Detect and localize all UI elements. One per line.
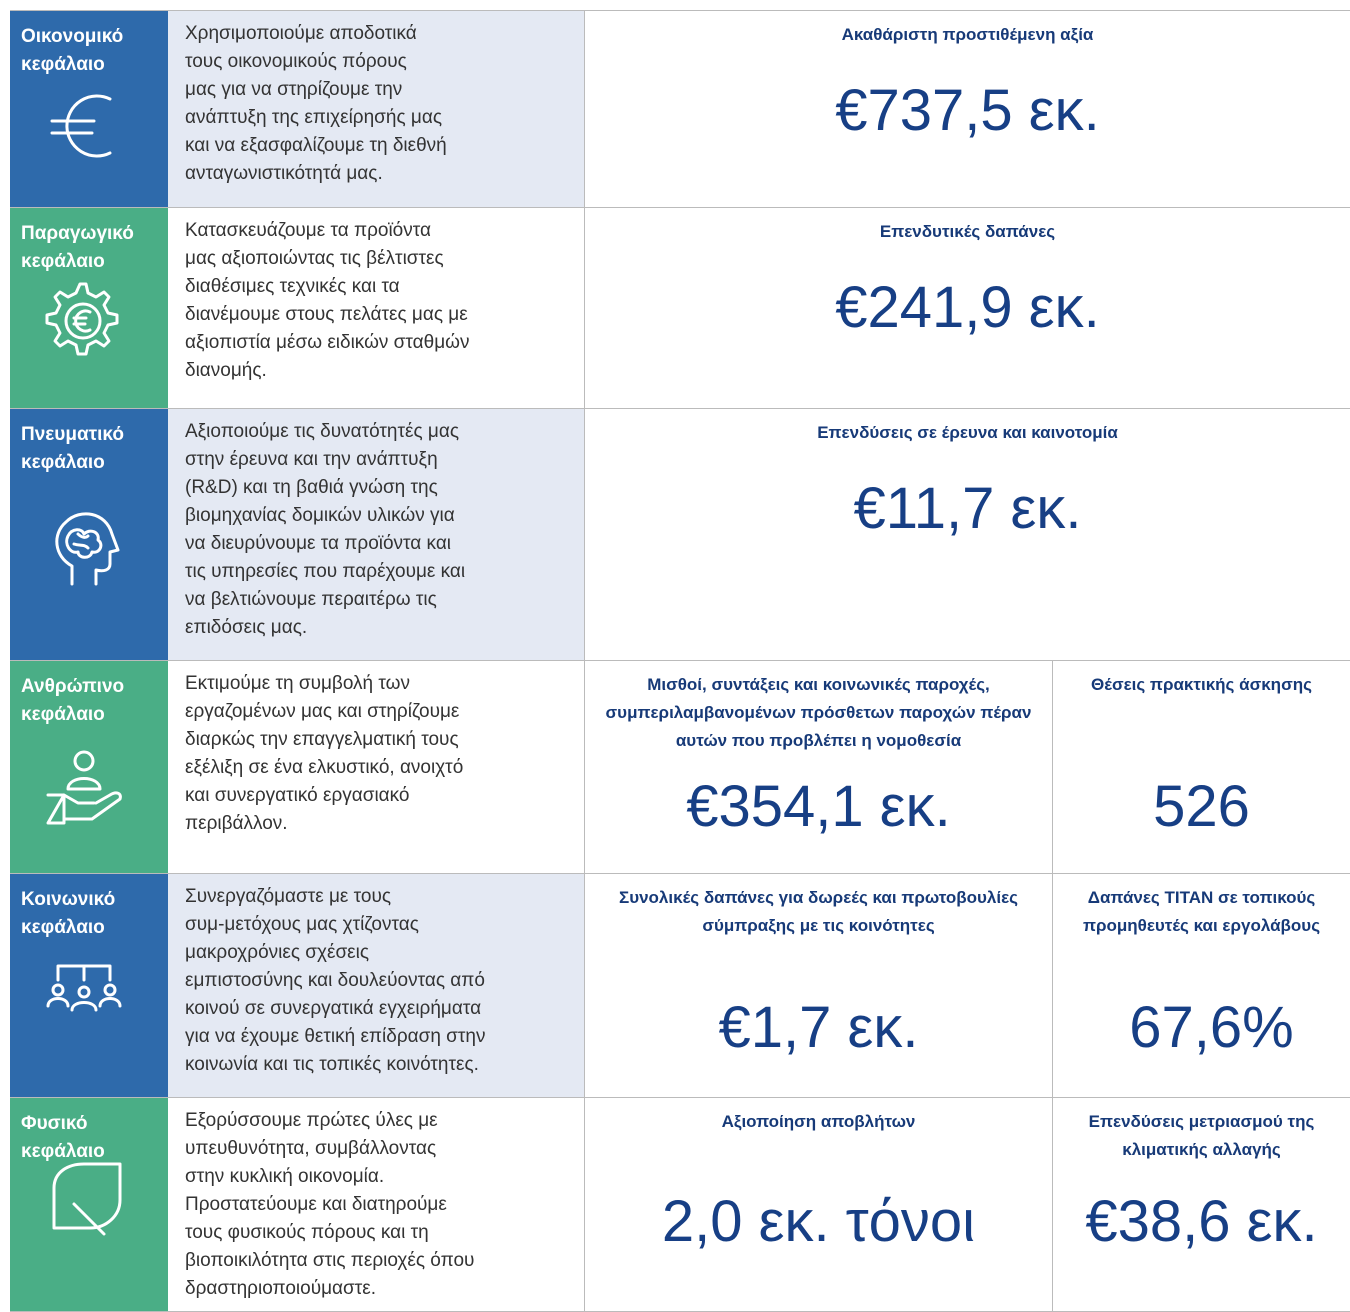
description-line: κοινωνία και τις τοπικές κοινότητες.	[185, 1054, 479, 1075]
capital-label: Πνευματικό κεφάλαιο	[10, 409, 168, 660]
description: Συνεργαζόμαστε με τους συμ-μετόχους μας χ…	[168, 874, 585, 1097]
description: Χρησιμοποιούμε αποδοτικά τους οικονομικού…	[168, 11, 585, 207]
metric-value: €11,7 εκ.	[853, 476, 1082, 541]
capital-icon	[45, 282, 119, 356]
metric-title: Επενδύσεις σε έρευνα και καινοτομία	[817, 423, 1118, 442]
capital-icon	[52, 1162, 122, 1236]
metric-title: Μισθοί, συντάξεις και κοινωνικές παροχές…	[605, 675, 1032, 750]
metric-title: Συνολικές δαπάνες για δωρεές και πρωτοβο…	[619, 888, 1018, 935]
metric-value: 526	[1153, 774, 1250, 839]
description-line: Συνεργαζόμαστε με τους	[185, 886, 392, 907]
description-line: και να εξασφαλίζουμε τη διεθνή	[185, 135, 447, 156]
description-line: για να έχουμε θετική επίδραση στην	[185, 1026, 486, 1047]
description-line: στην κυκλική οικονομία.	[185, 1166, 385, 1187]
description-line: διαθέσιμες τεχνικές και τα	[185, 276, 400, 297]
description-line: να διευρύνουμε τα προϊόντα και	[185, 533, 452, 554]
metric-value: €38,6 εκ.	[1085, 1189, 1318, 1254]
description-line: συμ-μετόχους μας χτίζοντας	[185, 914, 419, 935]
metric: Επενδύσεις σε έρευνα και καινοτομία €11,7…	[585, 409, 1350, 660]
description-line: βιοποικιλότητα στις περιοχές όπου	[185, 1250, 475, 1271]
description-line: μας αξιοποιώντας τις βέλτιστες	[185, 248, 444, 269]
metric-title: Δαπάνες TITAN σε τοπικούς προμηθευτές κα…	[1082, 888, 1321, 935]
description-line: τους οικονομικούς πόρους	[185, 51, 407, 72]
metric-title: Θέσεις πρακτικής άσκησης	[1091, 675, 1312, 694]
description-line: υπευθυνότητα, συμβάλλοντας	[185, 1138, 437, 1159]
description-line: εμπιστοσύνης και δουλεύοντας από	[185, 970, 485, 991]
description: Εξορύσσουμε πρώτες ύλες με υπευθυνότητα, …	[168, 1098, 585, 1311]
metric: Θέσεις πρακτικής άσκησης 526	[1053, 661, 1350, 873]
description-line: επιδόσεις μας.	[185, 617, 308, 638]
capital-row: Παραγωγικό κεφάλαιο Κατασκευάζουμε τα προ…	[10, 208, 1350, 409]
metric: Επενδύσεις μετριασμού της κλιματικής αλλ…	[1053, 1098, 1350, 1311]
description-line: Χρησιμοποιούμε αποδοτικά	[185, 23, 417, 44]
description-line: Κατασκευάζουμε τα προϊόντα	[185, 220, 431, 241]
description-line: ανάπτυξη της επιχείρησής μας	[185, 107, 442, 128]
capital-row: Πνευματικό κεφάλαιο Αξιοποιούμε τις δυνατ…	[10, 409, 1350, 661]
metric: Ακαθάριστη προστιθέμενη αξία €737,5 εκ.	[585, 11, 1350, 207]
metric-value: 67,6%	[1129, 995, 1294, 1060]
metric-title: Επενδυτικές δαπάνες	[879, 222, 1056, 241]
capital-row: Οικονομικό κεφάλαιο Χρησιμοποιούμε αποδοτ…	[10, 11, 1350, 208]
description-line: μας για να στηρίζουμε την	[185, 79, 403, 100]
metric: Επενδυτικές δαπάνες €241,9 εκ.	[585, 208, 1350, 408]
description-line: Εξορύσσουμε πρώτες ύλες με	[185, 1110, 438, 1131]
capital-icon	[55, 512, 120, 586]
page: Οικονομικό κεφάλαιο Χρησιμοποιούμε αποδοτ…	[10, 10, 1350, 1312]
description-line: διανέμουμε στους πελάτες μας με	[185, 304, 468, 325]
description-line: Προστατεύουμε και διατηρούμε	[185, 1194, 447, 1215]
description-line: εξέλιξη σε ένα ελκυστικό, ανοιχτό	[185, 757, 464, 778]
description-line: διανομής.	[185, 360, 267, 381]
metric-value: 2,0 εκ. τόνοι	[661, 1189, 976, 1254]
description-line: δραστηριοποιούμαστε.	[185, 1278, 376, 1299]
capital-icon	[46, 750, 122, 825]
description-line: μακροχρόνιες σχέσεις	[185, 942, 370, 963]
description-line: τους φυσικούς πόρους και τη	[185, 1222, 429, 1243]
description-line: βιομηχανίας δομικών υλικών για	[185, 505, 455, 526]
capital-row: Φυσικό κεφάλαιο Εξορύσσουμε πρώτες ύλες μ…	[10, 1098, 1350, 1312]
capital-row: Ανθρώπινο κεφάλαιο Εκτιμούμε τη συμβολή τ…	[10, 661, 1350, 874]
metric: Αξιοποίηση αποβλήτων 2,0 εκ. τόνοι	[585, 1098, 1053, 1311]
capital-row: Κοινωνικό κεφάλαιο Συνεργαζόμαστε με τους…	[10, 874, 1350, 1098]
metric-title: Επενδύσεις μετριασμού της κλιματικής αλλ…	[1088, 1112, 1315, 1159]
metric: Μισθοί, συντάξεις και κοινωνικές παροχές…	[585, 661, 1053, 873]
metric: Συνολικές δαπάνες για δωρεές και πρωτοβο…	[585, 874, 1053, 1097]
description-line: να βελτιώνουμε περαιτέρω τις	[185, 589, 437, 610]
capital-label: Ανθρώπινο κεφάλαιο	[10, 661, 168, 873]
capital-label: Οικονομικό κεφάλαιο	[10, 11, 168, 207]
description-line: ανταγωνιστικότητά μας.	[185, 163, 383, 184]
description: Κατασκευάζουμε τα προϊόντα μας αξιοποιώντ…	[168, 208, 585, 408]
description-line: και συνεργατικό εργασιακό	[185, 785, 410, 806]
capital-label: Κοινωνικό κεφάλαιο	[10, 874, 168, 1097]
capital-icon	[46, 964, 122, 1012]
description-line: Αξιοποιούμε τις δυνατότητές μας	[185, 421, 459, 442]
description-line: περιβάλλον.	[185, 813, 288, 834]
metric-value: €737,5 εκ.	[835, 78, 1100, 143]
metric-title: Ακαθάριστη προστιθέμενη αξία	[841, 25, 1094, 44]
capital-icon	[50, 94, 112, 158]
description: Αξιοποιούμε τις δυνατότητές μας στην έρευ…	[168, 409, 585, 660]
description-line: εργαζομένων μας και στηρίζουμε	[185, 701, 460, 722]
capital-label: Παραγωγικό κεφάλαιο	[10, 208, 168, 408]
metric-title: Αξιοποίηση αποβλήτων	[721, 1112, 916, 1131]
metric: Δαπάνες TITAN σε τοπικούς προμηθευτές κα…	[1053, 874, 1350, 1097]
description-line: (R&D) και τη βαθιά γνώση της	[185, 477, 438, 498]
description-line: κοινού σε συνεργατικά εγχειρήματα	[185, 998, 482, 1019]
metric-value: €354,1 εκ.	[686, 774, 951, 839]
metric-value: €241,9 εκ.	[835, 275, 1100, 340]
capital-label: Φυσικό κεφάλαιο	[10, 1098, 168, 1311]
description-line: στην έρευνα και την ανάπτυξη	[185, 449, 438, 470]
description: Εκτιμούμε τη συμβολή των εργαζομένων μας …	[168, 661, 585, 873]
metric-value: €1,7 εκ.	[718, 995, 919, 1060]
description-line: αξιοπιστία μέσω ειδικών σταθμών	[185, 332, 470, 353]
description-line: διαρκώς την επαγγελματική τους	[185, 729, 459, 750]
description-line: τις υπηρεσίες που παρέχουμε και	[185, 561, 466, 582]
description-line: Εκτιμούμε τη συμβολή των	[185, 673, 410, 694]
